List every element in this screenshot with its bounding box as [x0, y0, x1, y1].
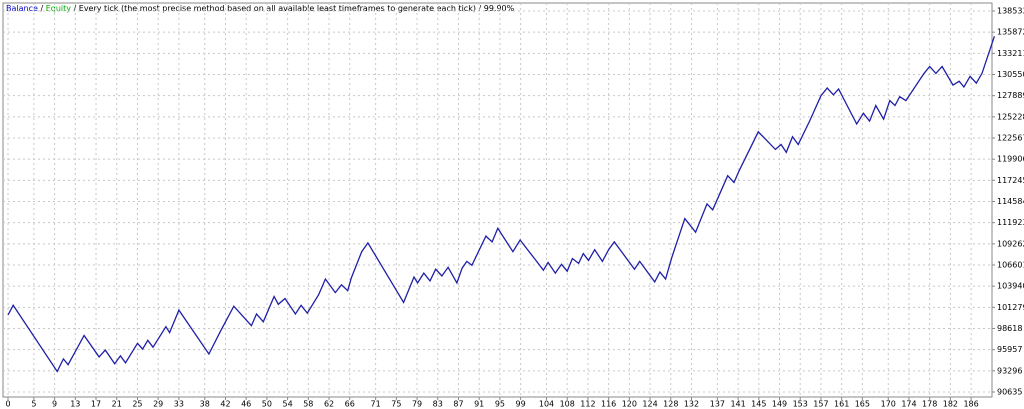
x-tick-label: 104: [539, 400, 554, 409]
header-part: /: [38, 4, 46, 13]
x-tick-label: 128: [663, 400, 678, 409]
x-tick-label: 17: [91, 400, 101, 409]
y-tick-label: 93296: [997, 366, 1022, 375]
x-tick-label: 91: [474, 400, 484, 409]
y-tick-label: 98618: [997, 324, 1022, 333]
x-tick-label: 141: [730, 400, 745, 409]
x-tick-label: 87: [453, 400, 463, 409]
x-tick-label: 29: [153, 400, 163, 409]
x-tick-label: 165: [855, 400, 870, 409]
x-tick-label: 153: [793, 400, 808, 409]
x-tick-label: 149: [772, 400, 787, 409]
x-tick-label: 75: [391, 400, 401, 409]
x-tick-label: 50: [262, 400, 272, 409]
x-tick-label: 66: [345, 400, 355, 409]
x-tick-label: 174: [901, 400, 916, 409]
x-tick-label: 157: [813, 400, 828, 409]
header-part: Equity: [46, 4, 72, 13]
x-tick-label: 137: [710, 400, 725, 409]
x-tick-label: 79: [412, 400, 422, 409]
balance-line: [7, 36, 996, 373]
header-part: Balance: [6, 4, 38, 13]
y-tick-label: 114584: [997, 197, 1024, 206]
y-tick-label: 138533: [997, 7, 1024, 16]
x-tick-label: 21: [112, 400, 122, 409]
y-tick-label: 111923: [997, 218, 1024, 227]
y-tick-label: 125228: [997, 112, 1024, 121]
x-tick-label: 62: [324, 400, 334, 409]
y-tick-label: 90635: [997, 387, 1022, 396]
x-tick-label: 54: [283, 400, 293, 409]
x-tick-label: 58: [303, 400, 313, 409]
x-tick-label: 132: [684, 400, 699, 409]
x-tick-label: 120: [622, 400, 637, 409]
y-tick-label: 109262: [997, 239, 1024, 248]
x-tick-label: 161: [834, 400, 849, 409]
y-tick-label: 103940: [997, 282, 1024, 291]
x-tick-label: 46: [241, 400, 251, 409]
y-tick-label: 122567: [997, 134, 1024, 143]
y-tick-label: 130550: [997, 70, 1024, 79]
x-tick-label: 178: [922, 400, 937, 409]
x-tick-label: 145: [751, 400, 766, 409]
x-tick-label: 182: [943, 400, 958, 409]
x-tick-label: 9: [52, 400, 57, 409]
x-tick-label: 71: [371, 400, 381, 409]
x-tick-label: 95: [495, 400, 505, 409]
x-tick-label: 186: [963, 400, 978, 409]
x-tick-label: 38: [200, 400, 210, 409]
x-tick-label: 83: [433, 400, 443, 409]
y-tick-label: 135872: [997, 28, 1024, 37]
x-tick-label: 116: [601, 400, 616, 409]
x-tick-label: 5: [31, 400, 36, 409]
plot-frame: [2, 2, 993, 398]
y-tick-label: 119906: [997, 155, 1024, 164]
x-tick-label: 170: [881, 400, 896, 409]
x-tick-label: 33: [174, 400, 184, 409]
chart-header: Balance / Equity / Every tick (the most …: [6, 4, 515, 13]
y-tick-label: 127889: [997, 91, 1024, 100]
y-tick-label: 95957: [997, 345, 1022, 354]
header-part: / Every tick (the most precise method ba…: [71, 4, 515, 13]
x-tick-label: 13: [70, 400, 80, 409]
x-tick-label: 25: [132, 400, 142, 409]
x-tick-label: 108: [560, 400, 575, 409]
x-tick-label: 99: [516, 400, 526, 409]
x-tick-label: 42: [220, 400, 230, 409]
y-tick-label: 117245: [997, 176, 1024, 185]
x-tick-label: 0: [5, 400, 10, 409]
x-tick-label: 112: [580, 400, 595, 409]
x-tick-label: 124: [642, 400, 657, 409]
